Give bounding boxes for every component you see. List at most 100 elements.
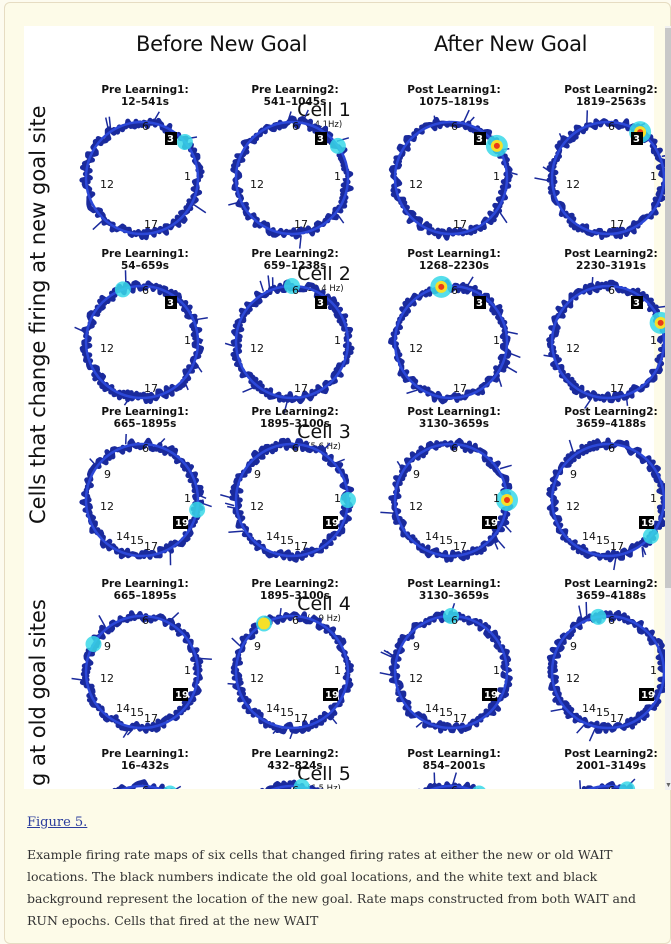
firing-field-max (658, 320, 664, 326)
old-goal-number: 14 (425, 702, 439, 715)
old-goal-number: 6 (608, 614, 615, 627)
old-goal-number: 1 (650, 664, 657, 677)
trajectory-wiggle (260, 281, 263, 292)
side-label-new-goal: Cells that change firing at new goal sit… (26, 105, 50, 524)
panel-epoch: Post Learning2: (536, 748, 665, 760)
old-goal-number: 1 (493, 170, 500, 183)
panel-epoch: Pre Learning1: (70, 406, 220, 418)
old-goal-number: 1 (184, 492, 191, 505)
old-goal-number: 17 (294, 540, 308, 553)
new-goal-number: 3 (633, 134, 640, 145)
trajectory-wiggle (642, 547, 643, 557)
old-goal-number: 12 (250, 178, 264, 191)
old-goal-number: 6 (292, 284, 299, 297)
panel-epoch: Pre Learning1: (70, 578, 220, 590)
old-goal-number: 14 (266, 702, 280, 715)
old-goal-number: 9 (570, 468, 577, 481)
rate-map: 6 (70, 770, 220, 789)
old-goal-number: 17 (453, 218, 467, 231)
rate-map: 6 (220, 770, 370, 789)
old-goal-number: 17 (144, 382, 158, 395)
panel-epoch: Post Learning2: (536, 84, 665, 96)
scroll-down-arrow-icon[interactable]: ▼ (665, 782, 671, 790)
figure-viewport[interactable]: Before New Goal After New Goal Cells tha… (24, 26, 665, 789)
firing-field-max (438, 284, 444, 290)
new-goal-number: 3 (476, 134, 483, 145)
old-goal-number: 1 (334, 664, 341, 677)
old-goal-number: 9 (254, 640, 261, 653)
firing-field (189, 502, 205, 518)
old-goal-number: 14 (425, 530, 439, 543)
trajectory-wiggle (577, 725, 584, 733)
rate-map-panel: Pre Learning1:16–432s6 (70, 748, 220, 789)
old-goal-number: 15 (130, 534, 144, 547)
firing-field (86, 636, 102, 652)
panel-title: Post Learning2:1819–2563s (536, 84, 665, 108)
trajectory-wiggle (453, 773, 456, 784)
panel-title: Pre Learning1:54–659s (70, 248, 220, 272)
trajectory-wiggle (434, 116, 435, 123)
firing-field (177, 134, 193, 150)
old-goal-number: 15 (439, 706, 453, 719)
panel-epoch: Pre Learning1: (70, 248, 220, 260)
new-goal-number: 3 (317, 298, 324, 309)
old-goal-number: 12 (100, 500, 114, 513)
old-goal-number: 6 (292, 120, 299, 133)
old-goal-number: 6 (608, 784, 615, 789)
old-goal-number: 15 (130, 706, 144, 719)
old-goal-number: 6 (142, 284, 149, 297)
old-goal-number: 17 (610, 218, 624, 231)
old-goal-number: 6 (142, 442, 149, 455)
old-goal-number: 14 (582, 702, 596, 715)
old-goal-number: 17 (453, 382, 467, 395)
panel-epoch: Post Learning1: (379, 84, 529, 96)
new-goal-number: 19 (175, 518, 189, 529)
panel-title: Pre Learning2:541–1045s (220, 84, 370, 108)
old-goal-number: 9 (413, 640, 420, 653)
panel-epoch: Pre Learning2: (220, 84, 370, 96)
new-goal-number: 3 (476, 298, 483, 309)
panel-epoch: Pre Learning1: (70, 748, 220, 760)
scrollbar-thumb[interactable] (665, 28, 671, 588)
figure-link[interactable]: Figure 5. (27, 815, 87, 830)
vertical-scrollbar[interactable]: ▼ (665, 26, 671, 790)
rate-map-panel: Pre Learning2:432–824s6 (220, 748, 370, 789)
trajectory-wiggle (194, 204, 206, 212)
old-goal-number: 6 (142, 784, 149, 789)
trajectory-wiggle (90, 459, 96, 466)
new-goal-number: 19 (641, 518, 655, 529)
trajectory-wiggle (586, 602, 587, 618)
panel-epoch: Post Learning1: (379, 406, 529, 418)
new-goal-number: 19 (175, 690, 189, 701)
panel-epoch: Post Learning2: (536, 406, 665, 418)
old-goal-number: 12 (100, 672, 114, 685)
old-goal-number: 6 (292, 784, 299, 789)
trajectory-wiggle (243, 387, 256, 392)
panel-title: Post Learning1:1268–2230s (379, 248, 529, 272)
old-goal-number: 1 (493, 664, 500, 677)
firing-field-max (504, 497, 510, 503)
firing-field-peak (258, 618, 270, 630)
old-goal-number: 15 (280, 706, 294, 719)
panel-title: Pre Learning2:659–1238s (220, 248, 370, 272)
old-goal-number: 15 (439, 534, 453, 547)
rate-map-panel: Post Learning2:2001–3149s6 (536, 748, 665, 789)
firing-field (115, 281, 131, 297)
panel-epoch: Pre Learning1: (70, 84, 220, 96)
trajectory-wiggle (589, 729, 595, 742)
